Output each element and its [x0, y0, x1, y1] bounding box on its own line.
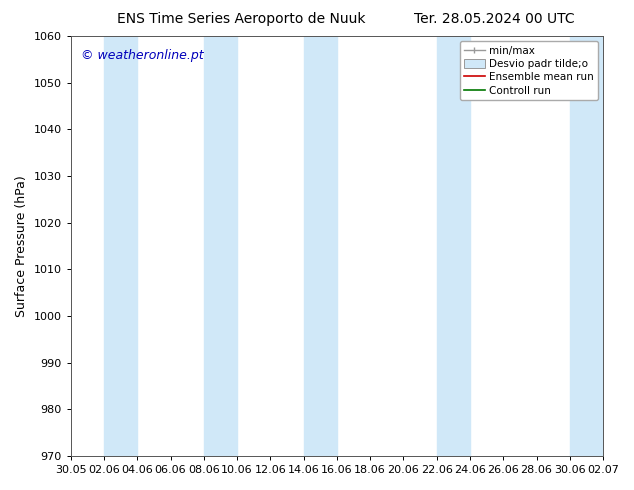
- Bar: [204, 36, 237, 456]
- Legend: min/max, Desvio padr tilde;o, Ensemble mean run, Controll run: min/max, Desvio padr tilde;o, Ensemble m…: [460, 41, 598, 100]
- Text: ENS Time Series Aeroporto de Nuuk: ENS Time Series Aeroporto de Nuuk: [117, 12, 365, 26]
- Bar: [104, 36, 137, 456]
- Bar: [570, 36, 603, 456]
- Y-axis label: Surface Pressure (hPa): Surface Pressure (hPa): [15, 175, 28, 317]
- Text: © weatheronline.pt: © weatheronline.pt: [81, 49, 204, 62]
- Text: Ter. 28.05.2024 00 UTC: Ter. 28.05.2024 00 UTC: [414, 12, 575, 26]
- Bar: [437, 36, 470, 456]
- Bar: [304, 36, 337, 456]
